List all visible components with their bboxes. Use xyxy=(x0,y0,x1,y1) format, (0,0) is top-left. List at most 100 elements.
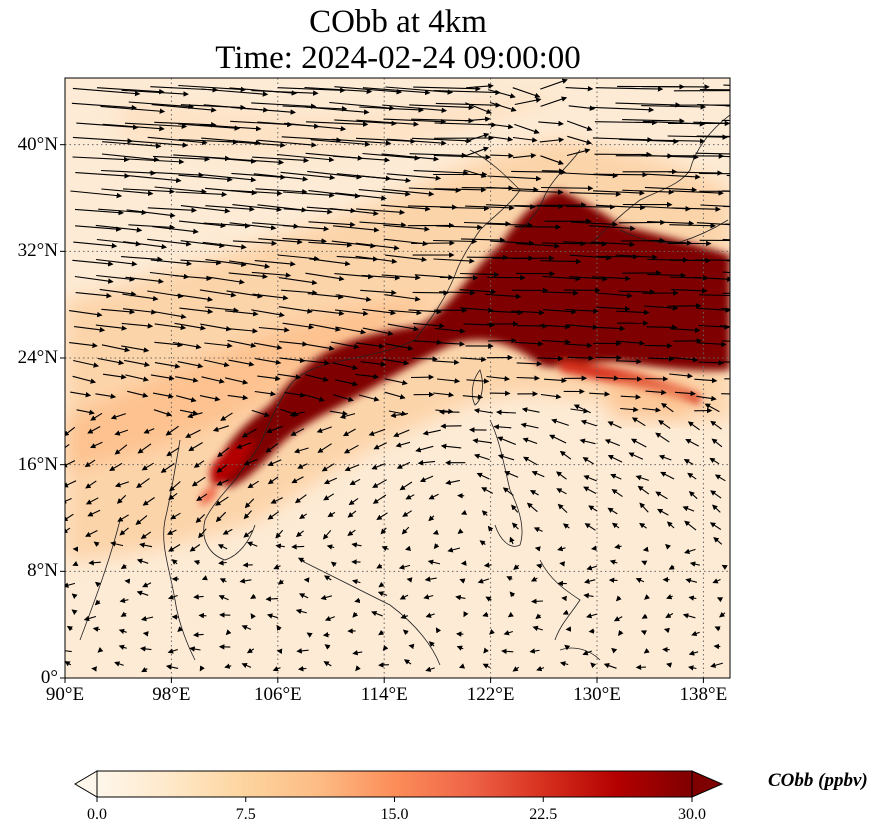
wind-arrow xyxy=(217,447,230,458)
wind-arrow xyxy=(232,240,278,246)
wind-arrow xyxy=(310,309,345,317)
colorbar-tick-label: 0.0 xyxy=(87,806,107,823)
wind-arrow xyxy=(251,102,317,109)
map-title: CObb at 4km xyxy=(309,4,487,40)
wind-arrow xyxy=(592,275,631,282)
wind-arrow xyxy=(671,206,721,212)
wind-arrow xyxy=(295,530,304,538)
wind-arrow xyxy=(177,361,204,369)
wind-arrow xyxy=(69,342,98,349)
wind-arrow xyxy=(154,362,181,369)
wind-arrow xyxy=(466,378,490,384)
wind-arrow xyxy=(460,271,500,278)
wind-arrow xyxy=(308,221,356,228)
wind-arrow xyxy=(73,359,100,368)
wind-arrow xyxy=(121,89,189,97)
wind-arrow xyxy=(88,560,101,566)
wind-arrow xyxy=(199,665,205,672)
wind-arrow xyxy=(95,324,128,331)
wind-arrow xyxy=(648,356,675,362)
wind-arrow xyxy=(227,339,257,348)
wind-arrow xyxy=(522,437,538,445)
wind-arrow xyxy=(584,523,596,531)
wind-arrow xyxy=(180,259,222,266)
wind-arrow xyxy=(644,186,698,193)
wind-arrow xyxy=(72,136,133,144)
wind-arrow xyxy=(682,613,696,619)
wind-arrow xyxy=(713,643,721,650)
wind-arrow xyxy=(378,581,385,588)
wind-arrow xyxy=(413,170,469,176)
wind-arrow xyxy=(413,322,445,329)
wind-arrow xyxy=(511,189,564,195)
wind-arrow xyxy=(512,255,555,261)
wind-arrow xyxy=(120,611,127,617)
wind-arrow xyxy=(516,243,560,249)
wind-arrow xyxy=(589,391,611,397)
wind-arrow xyxy=(127,390,149,398)
wind-arrow xyxy=(384,378,408,386)
wind-arrow xyxy=(565,204,616,210)
wind-arrow xyxy=(193,559,200,566)
wind-arrow xyxy=(433,238,478,245)
wind-arrow xyxy=(189,544,201,552)
wind-arrow xyxy=(490,152,514,159)
wind-arrow xyxy=(205,205,255,212)
wind-arrow xyxy=(569,254,612,261)
wind-arrow xyxy=(688,665,697,671)
wind-arrow xyxy=(536,563,543,569)
wind-arrow xyxy=(483,562,492,568)
wind-arrow xyxy=(147,136,208,146)
wind-arrow xyxy=(281,289,318,296)
wind-arrow xyxy=(277,373,302,380)
wind-arrow xyxy=(607,421,622,429)
wind-arrow xyxy=(215,511,227,523)
wind-arrow xyxy=(69,310,103,318)
wind-arrow xyxy=(666,594,673,600)
wind-arrow xyxy=(267,511,280,520)
wind-arrow xyxy=(101,344,131,353)
lon-tick-label: 98°E xyxy=(152,684,191,705)
wind-arrow xyxy=(335,294,372,302)
wind-arrow xyxy=(402,629,409,636)
wind-arrow xyxy=(118,644,127,650)
wind-arrow xyxy=(97,357,125,366)
wind-arrow xyxy=(297,463,308,469)
wind-arrow xyxy=(152,226,199,235)
wind-arrow xyxy=(282,322,315,330)
wind-arrow xyxy=(83,615,97,622)
wind-arrow xyxy=(121,322,154,329)
wind-arrow xyxy=(333,394,354,402)
wind-arrow xyxy=(543,308,577,315)
wind-arrow xyxy=(304,106,370,115)
wind-arrow xyxy=(166,447,180,457)
wind-arrow xyxy=(74,275,114,284)
lon-tick-label: 90°E xyxy=(45,684,85,705)
wind-arrow xyxy=(639,522,647,529)
wind-arrow xyxy=(511,169,566,175)
wind-arrow xyxy=(251,309,285,318)
wind-arrow xyxy=(137,443,152,454)
wind-arrow xyxy=(569,191,622,197)
wind-arrow xyxy=(463,611,469,618)
wind-arrow xyxy=(722,271,730,274)
wind-arrow xyxy=(327,511,336,518)
wind-arrow xyxy=(542,290,579,296)
wind-arrow xyxy=(216,464,228,473)
wind-arrow xyxy=(516,375,540,381)
wind-arrow xyxy=(251,90,319,96)
wind-arrow xyxy=(611,647,618,654)
wind-arrow xyxy=(72,375,97,384)
wind-arrow xyxy=(265,442,279,453)
wind-arrow xyxy=(202,174,257,183)
wind-arrow xyxy=(303,359,330,366)
wind-arrow xyxy=(222,528,233,535)
wind-arrow xyxy=(564,644,571,651)
wind-arrow xyxy=(645,389,667,396)
wind-arrow xyxy=(582,457,594,465)
wind-arrow xyxy=(329,207,379,217)
wind-arrow xyxy=(154,121,217,128)
wind-arrow xyxy=(439,290,476,296)
wind-arrow xyxy=(322,529,332,540)
wind-arrow xyxy=(566,148,591,157)
